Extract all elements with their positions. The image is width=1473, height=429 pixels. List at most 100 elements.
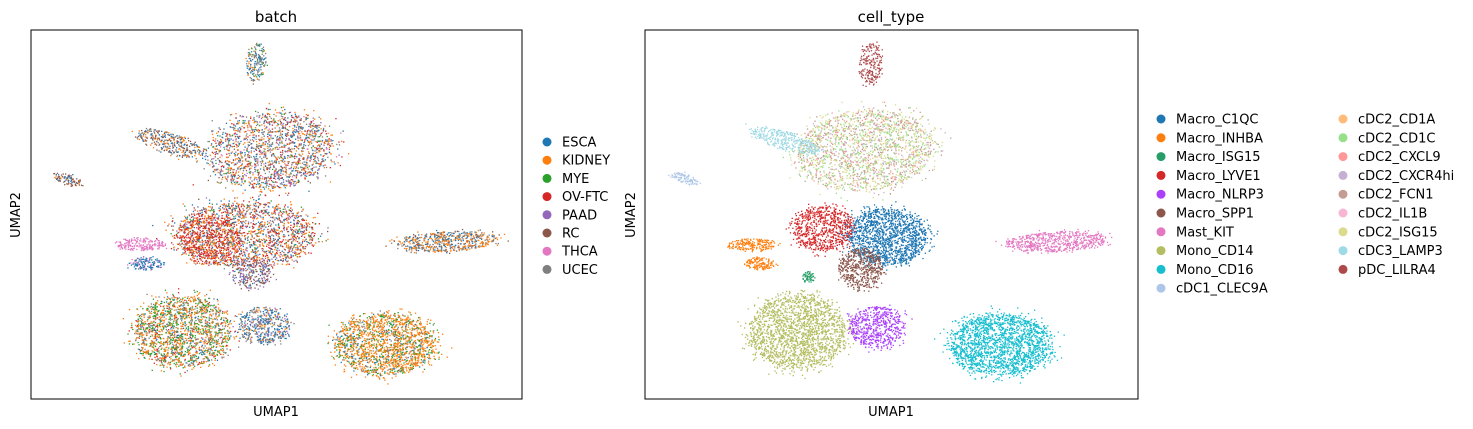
umap-point — [186, 237, 188, 239]
umap-point — [222, 207, 224, 209]
umap-point — [223, 253, 225, 255]
umap-point — [184, 223, 186, 225]
umap-point — [197, 206, 199, 208]
umap-point — [171, 142, 174, 144]
umap-point — [158, 139, 161, 141]
umap-point — [309, 160, 311, 162]
umap-point — [225, 249, 227, 251]
umap-point — [309, 124, 311, 126]
umap-point — [202, 247, 204, 249]
umap-point — [286, 122, 289, 124]
umap-point — [277, 156, 279, 158]
umap-point — [243, 209, 245, 211]
umap-point — [328, 143, 330, 146]
umap-point — [263, 262, 265, 264]
umap-point — [348, 153, 350, 155]
umap-point — [253, 266, 255, 269]
umap-point — [279, 133, 282, 135]
umap-point — [269, 183, 271, 185]
umap-point — [312, 174, 314, 176]
umap-point — [252, 59, 254, 61]
umap-point — [178, 227, 180, 229]
umap-point — [259, 55, 261, 58]
umap-point — [271, 254, 273, 256]
umap-point — [293, 185, 295, 187]
umap-point — [252, 79, 254, 81]
umap-point — [291, 176, 294, 178]
umap-point — [257, 123, 259, 125]
umap-point — [272, 245, 274, 247]
umap-point — [249, 226, 251, 228]
umap-point — [258, 226, 260, 228]
umap-point — [279, 151, 282, 153]
umap-point — [217, 135, 219, 137]
umap-point — [256, 69, 258, 71]
umap-point — [208, 209, 210, 211]
umap-point — [262, 230, 264, 232]
umap-point — [274, 171, 276, 173]
umap-point — [218, 207, 220, 209]
umap-point — [136, 248, 138, 251]
umap-point — [311, 167, 314, 170]
umap-point — [198, 262, 201, 264]
umap-point — [248, 165, 250, 168]
umap-point — [133, 237, 135, 239]
umap-point — [236, 144, 238, 146]
umap-point — [309, 156, 311, 158]
umap-point — [291, 209, 293, 211]
umap-point — [274, 146, 276, 149]
umap-point — [265, 165, 267, 167]
umap-point — [270, 134, 272, 136]
umap-point — [264, 156, 266, 158]
umap-point — [198, 227, 200, 229]
umap-point — [191, 235, 193, 237]
umap-point — [240, 165, 242, 167]
umap-point — [136, 240, 138, 243]
umap-point — [237, 177, 240, 179]
umap-point — [237, 158, 239, 160]
umap-point — [269, 237, 271, 239]
umap-point — [268, 251, 270, 253]
umap-point — [312, 135, 315, 137]
umap-point — [269, 134, 271, 136]
umap-point — [300, 251, 302, 254]
umap-point — [265, 251, 267, 253]
umap-point — [292, 238, 294, 240]
umap-point — [269, 241, 271, 244]
umap-point — [181, 242, 183, 244]
umap-point — [252, 83, 254, 85]
umap-point — [296, 225, 298, 227]
umap-point — [206, 237, 208, 240]
umap-point — [285, 170, 287, 173]
umap-point — [236, 123, 238, 125]
umap-point — [194, 214, 196, 216]
umap-point — [276, 257, 278, 259]
umap-point — [157, 138, 159, 140]
umap-point — [316, 148, 318, 151]
umap-point — [332, 145, 334, 147]
umap-point — [221, 215, 223, 217]
umap-point — [265, 236, 267, 238]
umap-point — [70, 180, 72, 183]
umap-point — [179, 236, 181, 239]
umap-point — [252, 70, 254, 73]
umap-point — [302, 147, 304, 149]
umap-point — [263, 206, 265, 209]
umap-point — [210, 263, 212, 265]
umap-point — [165, 146, 167, 148]
umap-point — [207, 162, 209, 165]
umap-point — [275, 141, 278, 144]
umap-point — [241, 212, 243, 214]
umap-point — [231, 176, 233, 179]
umap-point — [309, 182, 311, 184]
umap-point — [270, 143, 272, 145]
umap-point — [278, 162, 280, 165]
umap-point — [143, 239, 145, 241]
umap-point — [253, 46, 256, 48]
umap-point — [297, 247, 299, 249]
umap-point — [199, 252, 201, 254]
umap-point — [190, 249, 192, 251]
umap-point — [319, 140, 321, 142]
umap-point — [296, 130, 298, 132]
umap-point — [326, 153, 328, 155]
